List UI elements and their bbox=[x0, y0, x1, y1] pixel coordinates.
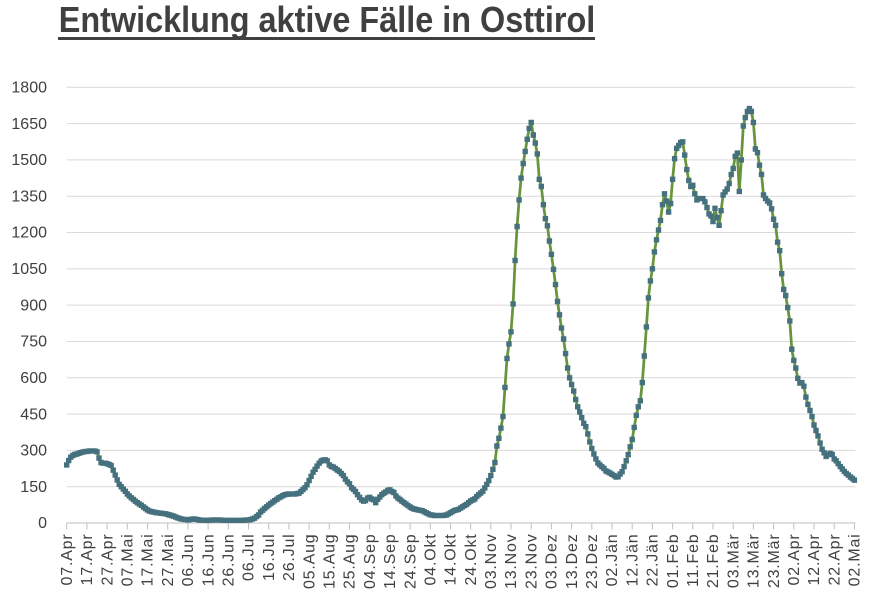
svg-text:1200: 1200 bbox=[11, 225, 47, 242]
svg-text:1350: 1350 bbox=[11, 188, 47, 205]
svg-text:1650: 1650 bbox=[11, 116, 47, 133]
svg-text:03.Nov: 03.Nov bbox=[483, 534, 500, 590]
svg-text:22.Apr: 22.Apr bbox=[826, 534, 843, 586]
svg-text:27.Apr: 27.Apr bbox=[99, 534, 116, 586]
svg-text:06.Jul: 06.Jul bbox=[241, 534, 258, 582]
svg-text:07.Mai: 07.Mai bbox=[120, 534, 137, 587]
svg-text:26.Jul: 26.Jul bbox=[281, 534, 298, 582]
svg-text:23.Mär: 23.Mär bbox=[766, 534, 783, 589]
svg-text:11.Feb: 11.Feb bbox=[685, 534, 702, 587]
svg-text:04.Sep: 04.Sep bbox=[362, 534, 379, 590]
svg-text:03.Dez: 03.Dez bbox=[544, 534, 561, 590]
svg-text:04.Okt: 04.Okt bbox=[423, 534, 440, 586]
svg-text:01.Feb: 01.Feb bbox=[665, 534, 682, 589]
svg-text:22.Jän: 22.Jän bbox=[645, 534, 662, 587]
svg-text:300: 300 bbox=[20, 443, 47, 460]
svg-text:03.Mär: 03.Mär bbox=[725, 534, 742, 589]
svg-text:26.Jun: 26.Jun bbox=[221, 534, 238, 587]
svg-text:02.Apr: 02.Apr bbox=[786, 534, 803, 586]
svg-text:1500: 1500 bbox=[11, 152, 47, 169]
svg-text:16.Jun: 16.Jun bbox=[200, 534, 217, 587]
svg-text:600: 600 bbox=[20, 370, 47, 387]
svg-text:02.Mai: 02.Mai bbox=[847, 534, 864, 587]
svg-text:14.Sep: 14.Sep bbox=[382, 534, 399, 590]
svg-text:06.Jun: 06.Jun bbox=[180, 534, 197, 587]
svg-text:15.Aug: 15.Aug bbox=[322, 534, 339, 590]
svg-text:12.Jän: 12.Jän bbox=[624, 534, 641, 587]
svg-text:750: 750 bbox=[20, 334, 47, 351]
svg-text:23.Nov: 23.Nov bbox=[523, 534, 540, 590]
svg-text:02.Jän: 02.Jän bbox=[604, 534, 621, 587]
svg-text:1800: 1800 bbox=[11, 80, 47, 97]
svg-text:24.Okt: 24.Okt bbox=[463, 534, 480, 586]
svg-text:07.Apr: 07.Apr bbox=[59, 534, 76, 586]
svg-text:23.Dez: 23.Dez bbox=[584, 534, 601, 590]
svg-text:14.Okt: 14.Okt bbox=[443, 534, 460, 586]
svg-text:0: 0 bbox=[38, 515, 47, 532]
svg-text:13.Nov: 13.Nov bbox=[503, 534, 520, 590]
svg-text:25.Aug: 25.Aug bbox=[342, 534, 359, 590]
svg-text:13.Mär: 13.Mär bbox=[746, 534, 763, 589]
svg-text:13.Dez: 13.Dez bbox=[564, 534, 581, 590]
svg-text:24.Sep: 24.Sep bbox=[402, 534, 419, 590]
svg-text:05.Aug: 05.Aug bbox=[301, 534, 318, 590]
svg-text:17.Apr: 17.Apr bbox=[79, 534, 96, 586]
svg-text:17.Mai: 17.Mai bbox=[140, 534, 157, 587]
svg-text:150: 150 bbox=[20, 479, 47, 496]
svg-text:27.Mai: 27.Mai bbox=[160, 534, 177, 587]
svg-text:21.Feb: 21.Feb bbox=[705, 534, 722, 589]
svg-text:450: 450 bbox=[20, 406, 47, 423]
svg-text:900: 900 bbox=[20, 297, 47, 314]
svg-text:12.Apr: 12.Apr bbox=[806, 534, 823, 586]
svg-text:16.Jul: 16.Jul bbox=[261, 534, 278, 582]
svg-text:1050: 1050 bbox=[11, 261, 47, 278]
